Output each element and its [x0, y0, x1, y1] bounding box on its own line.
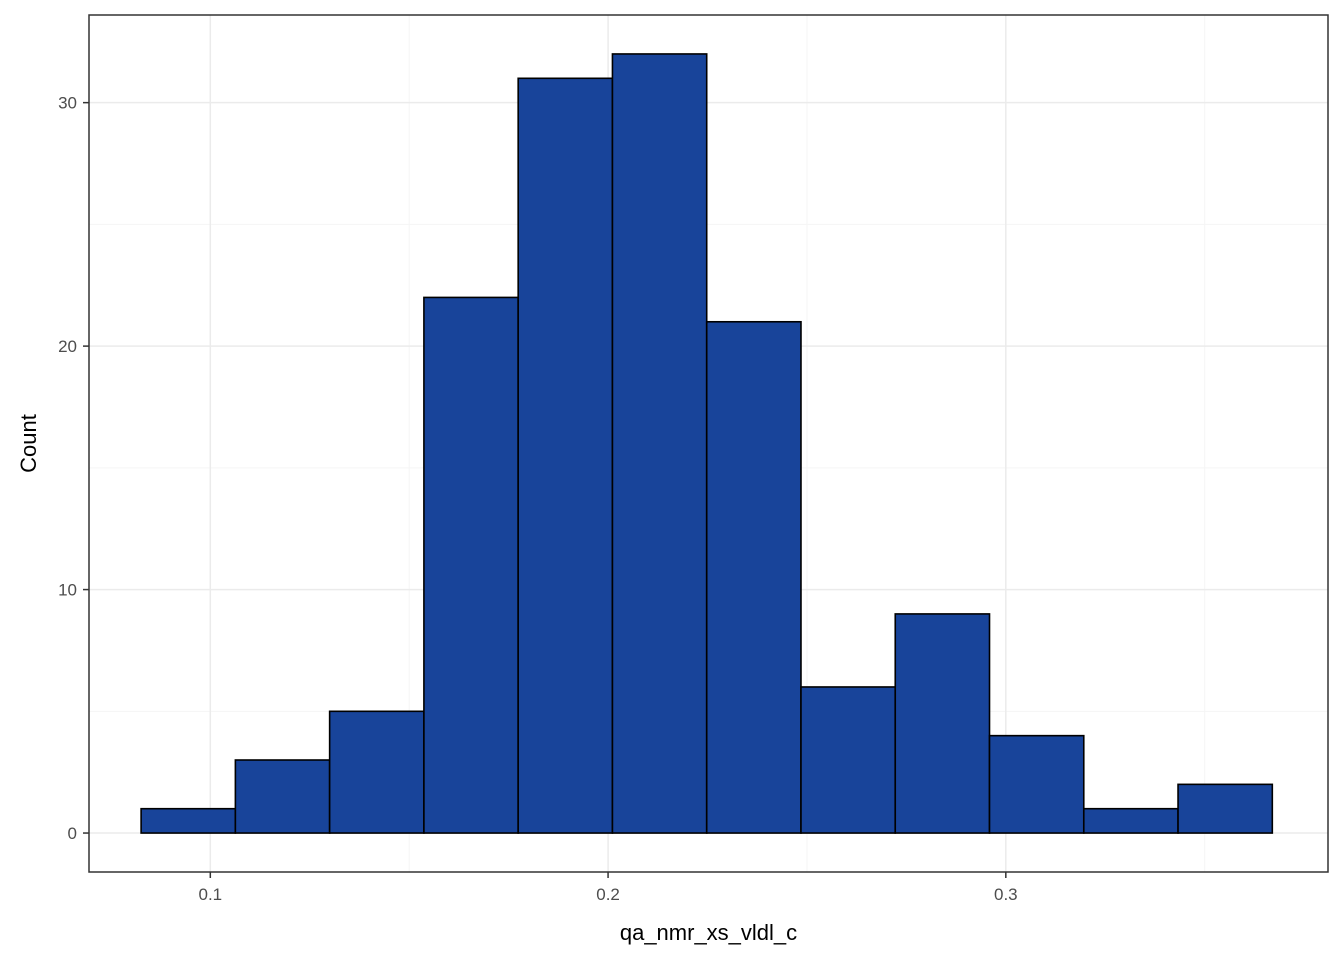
y-tick-label: 0 — [68, 824, 77, 843]
x-axis-title: qa_nmr_xs_vldl_c — [620, 920, 797, 945]
histogram-bar-6 — [611, 53, 708, 834]
x-axis: 0.1 0.2 0.3 — [198, 872, 1018, 904]
y-axis-title: Count — [16, 414, 41, 473]
x-tick-label: 0.3 — [994, 885, 1018, 904]
y-tick-label: 10 — [58, 581, 77, 600]
histogram-bar-4 — [423, 296, 519, 834]
y-tick-label: 20 — [58, 337, 77, 356]
histogram-bar-3 — [328, 710, 425, 834]
histogram-bars — [140, 53, 1274, 834]
histogram-bar-10 — [988, 734, 1085, 834]
histogram-bar-1 — [140, 807, 237, 834]
y-axis: 0 10 20 30 — [58, 94, 89, 843]
histogram-bar-8 — [800, 686, 897, 834]
x-tick-label: 0.2 — [596, 885, 620, 904]
histogram-bar-12 — [1177, 783, 1274, 834]
histogram-bar-9 — [894, 613, 991, 834]
histogram-bar-11 — [1082, 807, 1179, 834]
x-tick-label: 0.1 — [198, 885, 222, 904]
histogram-bar-5 — [517, 77, 614, 834]
panel-border — [88, 14, 1329, 873]
histogram-bar-2 — [234, 759, 331, 834]
histogram-bar-7 — [705, 320, 802, 834]
y-tick-label: 30 — [58, 94, 77, 113]
